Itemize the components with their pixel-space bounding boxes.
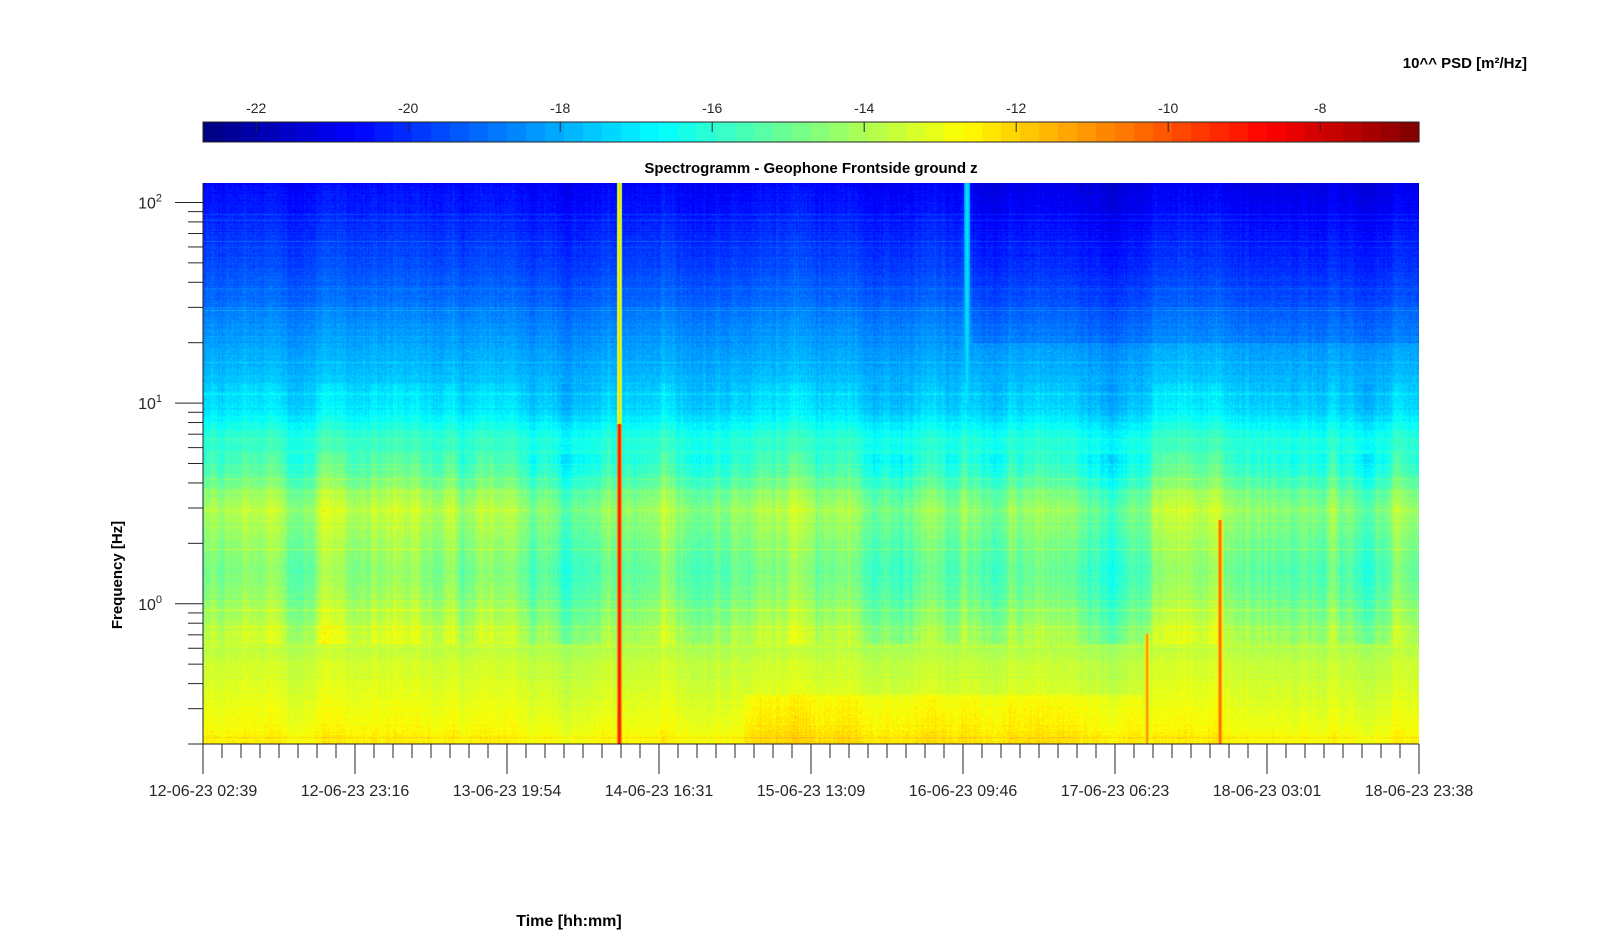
colorbar-cell <box>1153 122 1173 142</box>
x-tick-label: 15-06-23 13:09 <box>757 783 866 800</box>
x-axis-label: Time [hh:mm] <box>516 913 621 930</box>
y-axis-label: Frequency [Hz] <box>109 521 126 629</box>
colorbar-cell <box>203 122 223 142</box>
colorbar-cell <box>849 122 869 142</box>
colorbar-cell <box>450 122 470 142</box>
x-axis: 12-06-23 02:39 12-06-23 23:16 13-06-23 19:… <box>149 743 1474 800</box>
colorbar-cell <box>1058 122 1078 142</box>
colorbar-cell <box>1267 122 1287 142</box>
colorbar-cell <box>716 122 736 142</box>
colorbar-cell <box>830 122 850 142</box>
x-tick-label: 18-06-23 23:38 <box>1365 783 1474 800</box>
colorbar-frame <box>202 121 1420 143</box>
colorbar-cell <box>792 122 812 142</box>
colorbar-cell <box>602 122 622 142</box>
colorbar-tick-label: -14 <box>854 100 874 116</box>
y-tick-label: 101 <box>138 393 162 413</box>
colorbar-cell <box>526 122 546 142</box>
colorbar-cell <box>773 122 793 142</box>
colorbar-cell <box>925 122 945 142</box>
colorbar-cell <box>1115 122 1135 142</box>
colorbar-ticks: -22 -20 -18 -16 -14 -12 -10 -8 <box>246 100 1327 132</box>
colorbar-cell <box>336 122 356 142</box>
colorbar-cell <box>1324 122 1344 142</box>
colorbar-label: 10^^ PSD [m²/Hz] <box>1403 55 1527 72</box>
colorbar: -22 -20 -18 -16 -14 -12 -10 -8 <box>202 100 1420 143</box>
y-tick-label: 100 <box>138 594 162 614</box>
colorbar-cell <box>1134 122 1154 142</box>
colorbar-cell <box>507 122 527 142</box>
colorbar-tick-label: -20 <box>398 100 418 116</box>
y-axis: 100 101 102 <box>138 183 204 745</box>
colorbar-cell <box>374 122 394 142</box>
colorbar-cell <box>640 122 660 142</box>
colorbar-cell <box>355 122 375 142</box>
colorbar-tick-label: -22 <box>246 100 266 116</box>
colorbar-cell <box>1229 122 1249 142</box>
colorbar-cell <box>545 122 565 142</box>
colorbar-cell <box>1191 122 1211 142</box>
colorbar-cell <box>564 122 584 142</box>
colorbar-cell <box>393 122 413 142</box>
x-tick-label: 12-06-23 23:16 <box>301 783 410 800</box>
x-tick-label: 14-06-23 16:31 <box>605 783 714 800</box>
x-tick-label: 13-06-23 19:54 <box>453 783 562 800</box>
colorbar-cell <box>222 122 242 142</box>
colorbar-cell <box>1077 122 1097 142</box>
colorbar-cell <box>659 122 679 142</box>
colorbar-cell <box>1172 122 1192 142</box>
colorbar-cell <box>735 122 755 142</box>
colorbar-cell <box>963 122 983 142</box>
x-tick-label: 17-06-23 06:23 <box>1061 783 1170 800</box>
colorbar-cell <box>317 122 337 142</box>
colorbar-cell <box>906 122 926 142</box>
colorbar-cell <box>1400 122 1420 142</box>
colorbar-cell <box>1210 122 1230 142</box>
colorbar-tick-label: -12 <box>1006 100 1026 116</box>
colorbar-cell <box>469 122 489 142</box>
colorbar-tick-label: -8 <box>1314 100 1327 116</box>
colorbar-cell <box>412 122 432 142</box>
colorbar-cell <box>1001 122 1021 142</box>
colorbar-tick-label: -10 <box>1158 100 1178 116</box>
colorbar-cell <box>1096 122 1116 142</box>
colorbar-cell <box>678 122 698 142</box>
x-tick-label: 16-06-23 09:46 <box>909 783 1018 800</box>
colorbar-cells <box>203 122 1420 142</box>
colorbar-cell <box>1248 122 1268 142</box>
colorbar-cell <box>697 122 717 142</box>
colorbar-cell <box>944 122 964 142</box>
colorbar-cell <box>241 122 261 142</box>
colorbar-cell <box>431 122 451 142</box>
colorbar-cell <box>298 122 318 142</box>
colorbar-cell <box>1020 122 1040 142</box>
spectrogram-plot-area <box>203 183 1419 744</box>
colorbar-tick-label: -16 <box>702 100 722 116</box>
colorbar-cell <box>1286 122 1306 142</box>
colorbar-cell <box>621 122 641 142</box>
chart-title: Spectrogramm - Geophone Frontside ground… <box>644 160 977 177</box>
x-tick-label: 12-06-23 02:39 <box>149 783 258 800</box>
colorbar-cell <box>1305 122 1325 142</box>
colorbar-cell <box>982 122 1002 142</box>
colorbar-cell <box>1343 122 1363 142</box>
y-tick-label: 102 <box>138 192 162 212</box>
colorbar-cell <box>811 122 831 142</box>
colorbar-cell <box>583 122 603 142</box>
colorbar-cell <box>260 122 280 142</box>
colorbar-cell <box>1362 122 1382 142</box>
colorbar-cell <box>868 122 888 142</box>
colorbar-cell <box>1039 122 1059 142</box>
colorbar-cell <box>754 122 774 142</box>
colorbar-cell <box>887 122 907 142</box>
colorbar-cell <box>1381 122 1401 142</box>
colorbar-tick-label: -18 <box>550 100 570 116</box>
colorbar-cell <box>279 122 299 142</box>
colorbar-cell <box>488 122 508 142</box>
x-tick-label: 18-06-23 03:01 <box>1213 783 1322 800</box>
